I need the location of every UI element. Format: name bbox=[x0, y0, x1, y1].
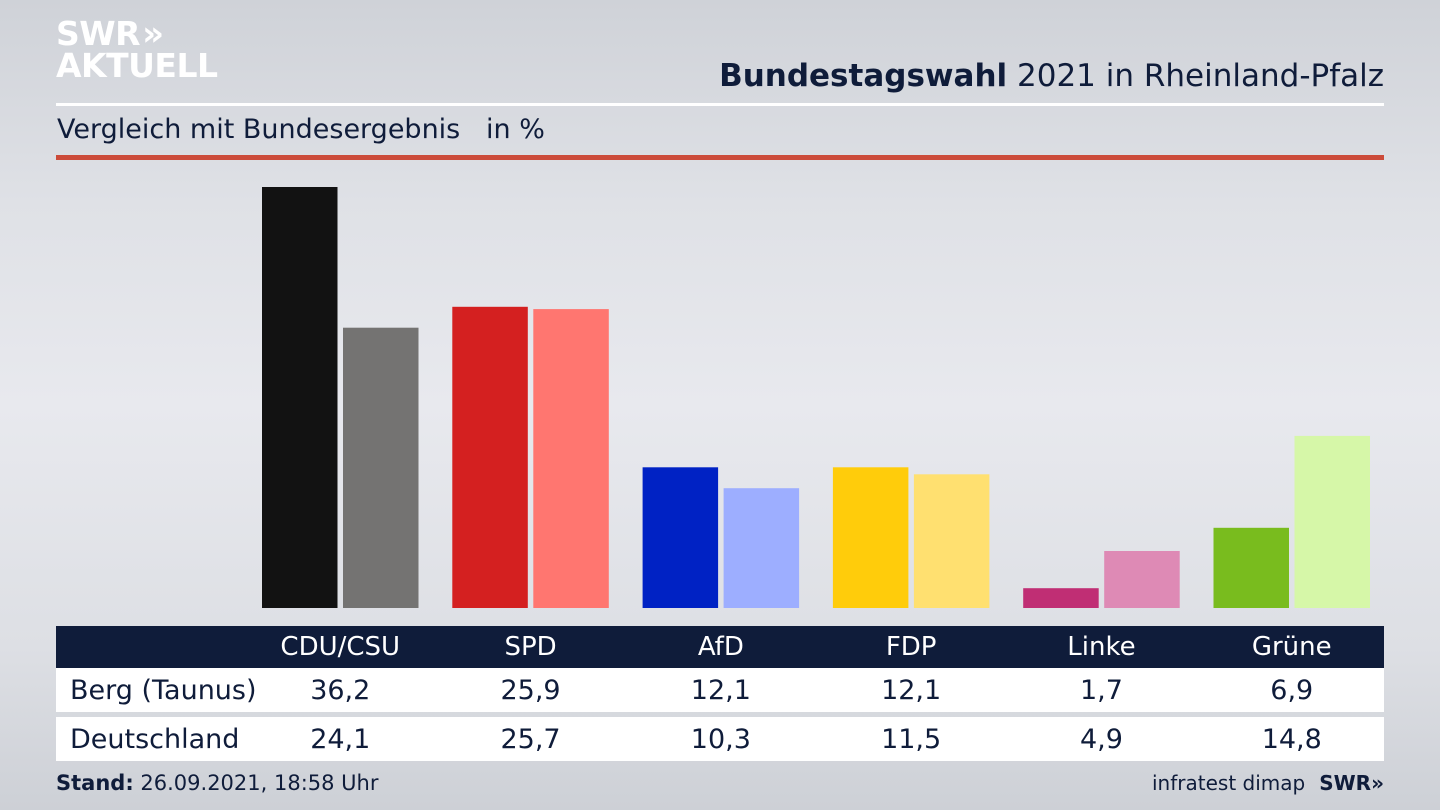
value-cell: 25,7 bbox=[500, 723, 561, 755]
bar-national-4 bbox=[1104, 551, 1180, 608]
value-cell: 4,9 bbox=[1079, 723, 1123, 755]
column-header: SPD bbox=[504, 632, 557, 662]
stand-label: Stand: bbox=[56, 771, 134, 795]
column-header: FDP bbox=[885, 632, 937, 662]
title-bold: Bundestagswahl bbox=[719, 58, 1008, 94]
page-title: Bundestagswahl 2021 in Rheinland-Pfalz bbox=[719, 58, 1384, 94]
bar-national-5 bbox=[1294, 435, 1370, 608]
value-cell: 12,1 bbox=[881, 674, 942, 706]
table-header-row: CDU/CSU SPD AfD FDP Linke Grüne bbox=[56, 626, 1384, 668]
results-table: CDU/CSU SPD AfD FDP Linke Grüne Berg (Taunus)… bbox=[56, 626, 1384, 761]
table-row: Deutschland 24,1 25,7 10,3 11,5 4,9 14,8 bbox=[56, 717, 1384, 761]
bar-region-5 bbox=[1213, 527, 1289, 608]
column-header: Linke bbox=[1067, 632, 1136, 662]
bar-national-1 bbox=[533, 309, 609, 608]
bar-region-0 bbox=[262, 187, 338, 608]
column-header: CDU/CSU bbox=[280, 632, 401, 662]
table-row: Berg (Taunus) 36,2 25,9 12,1 12,1 1,7 6,9 bbox=[56, 668, 1384, 712]
swr-aktuell-logo: SWR» AKTUELL bbox=[56, 14, 218, 85]
value-cell: 25,9 bbox=[500, 674, 561, 706]
source-name: infratest dimap bbox=[1152, 771, 1306, 795]
value-cell: 10,3 bbox=[690, 723, 751, 755]
column-header: Grüne bbox=[1251, 632, 1332, 662]
value-cell: 11,5 bbox=[881, 723, 942, 755]
bar-region-1 bbox=[452, 306, 528, 608]
column-header: AfD bbox=[697, 632, 744, 662]
title-divider bbox=[56, 103, 1384, 106]
bar-national-3 bbox=[913, 474, 990, 608]
logo-aktuell: AKTUELL bbox=[56, 46, 218, 85]
bar-region-3 bbox=[832, 467, 909, 608]
value-cell: 1,7 bbox=[1079, 674, 1123, 706]
accent-divider bbox=[56, 155, 1384, 160]
swr-logo-small: SWR» bbox=[1319, 771, 1384, 795]
bar-region-2 bbox=[642, 467, 719, 608]
bar-region-4 bbox=[1023, 588, 1099, 608]
stand-value: 26.09.2021, 18:58 Uhr bbox=[133, 771, 379, 795]
bar-national-2 bbox=[723, 488, 800, 608]
row-label: Deutschland bbox=[70, 723, 240, 755]
row-label: Berg (Taunus) bbox=[70, 674, 257, 706]
source-credit: infratest dimap SWR» bbox=[1152, 771, 1384, 795]
value-cell: 12,1 bbox=[690, 674, 751, 706]
value-cell: 6,9 bbox=[1270, 674, 1314, 706]
logo-swr: SWR bbox=[56, 14, 141, 53]
timestamp: Stand: 26.09.2021, 18:58 Uhr bbox=[56, 771, 379, 795]
bar-national-0 bbox=[343, 327, 419, 608]
value-cell: 36,2 bbox=[310, 674, 371, 706]
chart-subtitle: Vergleich mit Bundesergebnis in % bbox=[57, 114, 545, 145]
title-rest: 2021 in Rheinland-Pfalz bbox=[1007, 58, 1384, 94]
value-cell: 24,1 bbox=[310, 723, 371, 755]
value-cell: 14,8 bbox=[1261, 723, 1322, 755]
